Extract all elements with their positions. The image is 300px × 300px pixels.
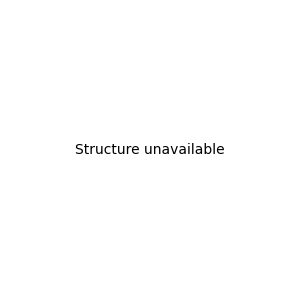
Text: Structure unavailable: Structure unavailable	[75, 143, 225, 157]
